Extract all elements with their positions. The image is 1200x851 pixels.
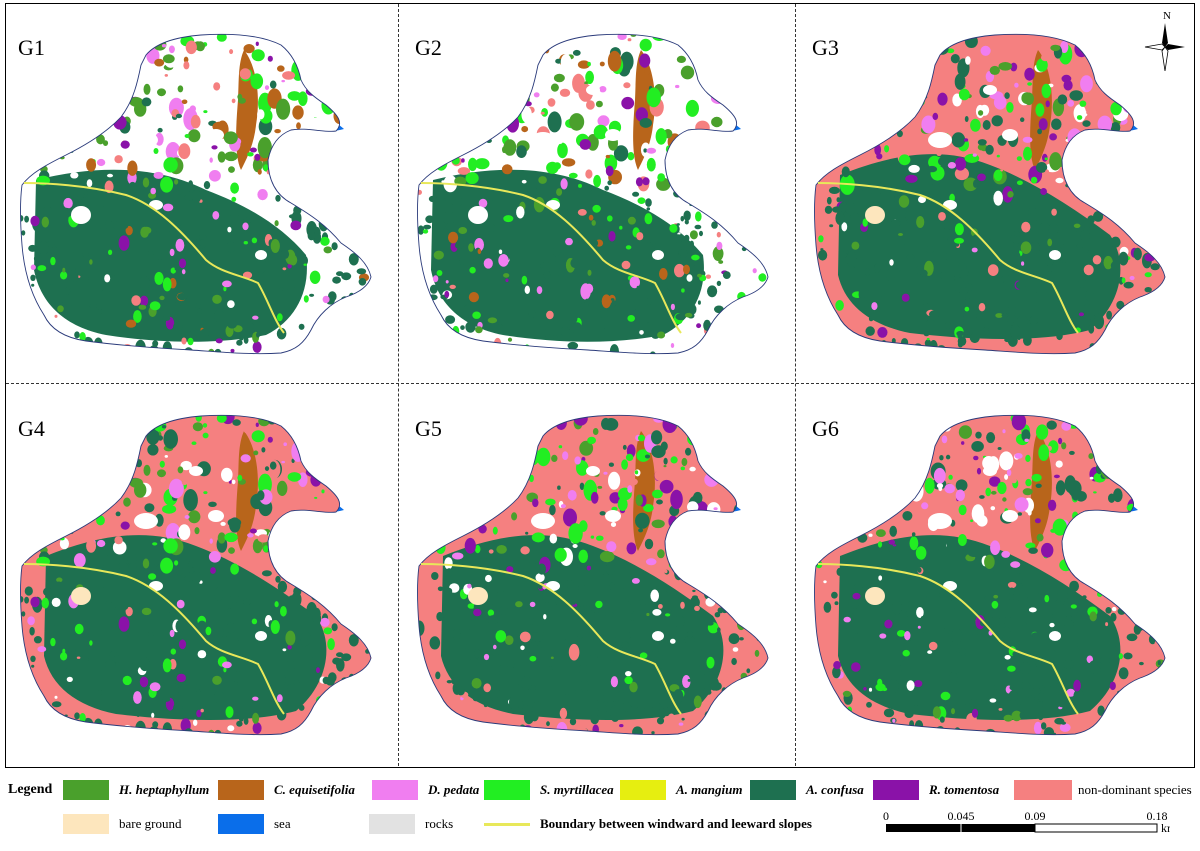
panel-label: G2 bbox=[415, 35, 442, 60]
legend-label: H. heptaphyllum bbox=[119, 782, 210, 797]
legend-item-h-heptaphyllum: H. heptaphyllum bbox=[63, 779, 209, 801]
legend-label: R. tomentosa bbox=[929, 782, 1000, 797]
legend-item-r-tomentosa: R. tomentosa bbox=[873, 779, 999, 801]
legend-item-a-mangium: A. mangium bbox=[620, 779, 742, 801]
panel-label: G1 bbox=[18, 35, 45, 60]
panel-label: G5 bbox=[415, 416, 442, 441]
island-coastline bbox=[20, 33, 372, 355]
island-map bbox=[20, 414, 372, 736]
map-panel-g2: G2 bbox=[403, 5, 791, 380]
island-coastline bbox=[814, 33, 1166, 355]
legend-item-rocks: rocks bbox=[369, 813, 453, 835]
slope-boundary-line bbox=[23, 563, 285, 715]
panel-divider-horizontal bbox=[6, 383, 1194, 384]
scale-bar: 0 0.045 0.09 0.18 km bbox=[883, 809, 1170, 835]
island-map bbox=[814, 414, 1166, 736]
island-coastline bbox=[814, 414, 1166, 736]
legend-line-swatch bbox=[484, 814, 530, 834]
legend-swatch bbox=[873, 780, 919, 800]
island-map bbox=[814, 33, 1166, 355]
legend-label: bare ground bbox=[119, 816, 182, 831]
panel-label: G3 bbox=[812, 35, 839, 60]
map-panel-g5: G5 bbox=[403, 386, 791, 761]
slope-boundary-line bbox=[420, 182, 682, 334]
legend-label: C. equisetifolia bbox=[274, 782, 355, 797]
legend-label: Boundary between windward and leeward sl… bbox=[540, 816, 812, 831]
legend-swatch bbox=[218, 780, 264, 800]
legend-label: sea bbox=[274, 816, 291, 831]
map-frame bbox=[5, 3, 1195, 768]
north-arrow-icon bbox=[1144, 23, 1185, 72]
slope-boundary-line bbox=[817, 182, 1079, 334]
panel-divider-vertical-2 bbox=[795, 4, 796, 766]
legend-item-sea: sea bbox=[218, 813, 291, 835]
map-panel-g6: G6 bbox=[800, 386, 1188, 761]
island-map bbox=[417, 33, 769, 355]
map-panel-g4: G4 bbox=[6, 386, 394, 761]
island-map bbox=[20, 33, 372, 355]
legend-label: A. confusa bbox=[806, 782, 864, 797]
legend-item-non-dominant-species: non-dominant species bbox=[1014, 779, 1192, 801]
panel-label: G4 bbox=[18, 416, 45, 441]
scale-segment-light bbox=[1034, 823, 1158, 833]
scale-tick-label: 0.045 bbox=[948, 809, 975, 823]
legend-swatch bbox=[620, 780, 666, 800]
island-coastline bbox=[417, 414, 769, 736]
legend-swatch bbox=[1014, 780, 1072, 800]
legend-swatch bbox=[484, 780, 530, 800]
legend-title: Legend bbox=[8, 782, 53, 797]
scale-tick-label: 0.09 bbox=[1025, 809, 1046, 823]
legend-label: rocks bbox=[425, 816, 454, 831]
legend-label: D. pedata bbox=[428, 782, 480, 797]
island-coastline bbox=[20, 414, 372, 736]
slope-boundary-line bbox=[420, 563, 682, 715]
legend-item-slope-boundary: Boundary between windward and leeward sl… bbox=[484, 813, 812, 835]
legend-label: A. mangium bbox=[676, 782, 743, 797]
north-label: N bbox=[1163, 10, 1171, 22]
island-coastline bbox=[417, 33, 769, 355]
legend-item-c-equisetifolia: C. equisetifolia bbox=[218, 779, 355, 801]
legend-swatch bbox=[63, 814, 109, 834]
legend-item-d-pedata: D. pedata bbox=[372, 779, 479, 801]
legend-swatch bbox=[369, 814, 415, 834]
legend-item-bare-ground: bare ground bbox=[63, 813, 181, 835]
legend-swatch bbox=[750, 780, 796, 800]
legend-label: non-dominant species bbox=[1078, 782, 1192, 797]
legend-label: S. myrtillacea bbox=[540, 782, 614, 797]
legend-item-s-myrtillacea: S. myrtillacea bbox=[484, 779, 614, 801]
map-panel-g3: G3 bbox=[800, 5, 1188, 380]
scale-tick-label: 0 bbox=[883, 809, 889, 823]
legend: Legend H. heptaphyllum C. equisetifolia … bbox=[5, 768, 1195, 848]
map-panel-g1: G1 bbox=[6, 5, 394, 380]
panel-label: G6 bbox=[812, 416, 839, 441]
scale-unit: km bbox=[1161, 821, 1170, 835]
slope-boundary-line bbox=[23, 182, 285, 334]
legend-swatch bbox=[218, 814, 264, 834]
legend-swatch bbox=[372, 780, 418, 800]
scale-tick-label: 0.18 bbox=[1147, 809, 1168, 823]
legend-swatch bbox=[63, 780, 109, 800]
slope-boundary-line bbox=[817, 563, 1079, 715]
legend-item-a-confusa: A. confusa bbox=[750, 779, 864, 801]
panel-divider-vertical-1 bbox=[398, 4, 399, 766]
island-map bbox=[417, 414, 769, 736]
